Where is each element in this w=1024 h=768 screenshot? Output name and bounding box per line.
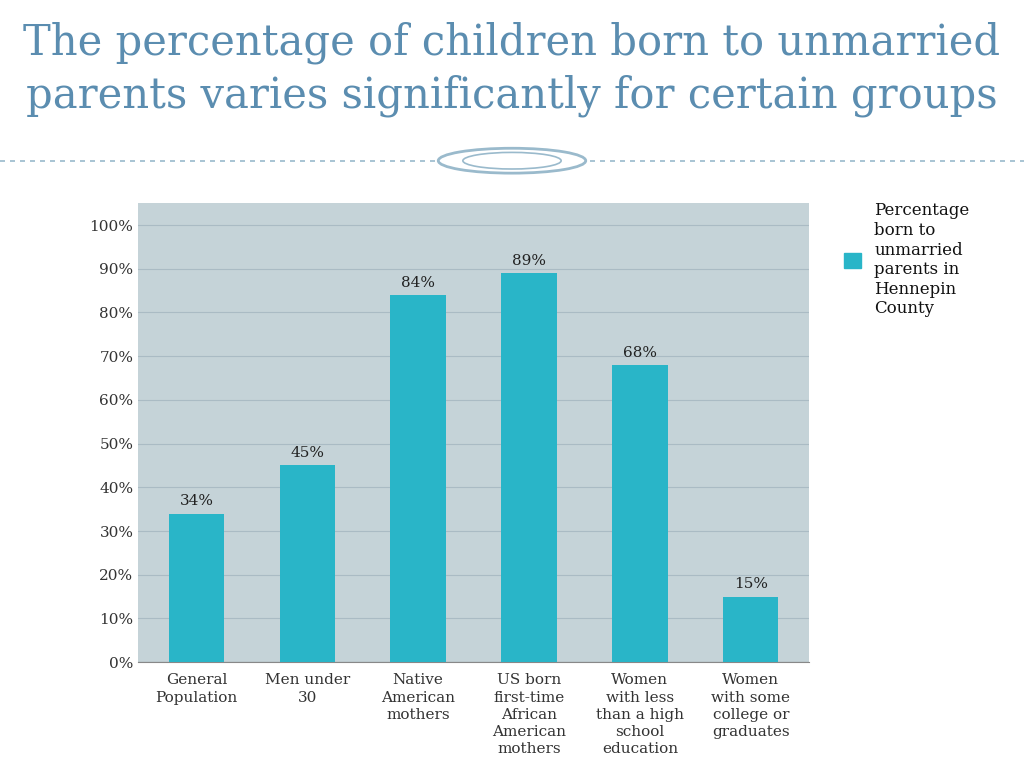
Circle shape (438, 148, 586, 173)
Bar (723, 597, 778, 662)
Bar (390, 295, 445, 662)
Text: 45%: 45% (291, 446, 325, 460)
Text: 84%: 84% (401, 276, 435, 290)
Bar (280, 465, 335, 662)
Text: 89%: 89% (512, 254, 546, 268)
Bar (169, 514, 224, 662)
Legend: Percentage
born to
unmarried
parents in
Hennepin
County: Percentage born to unmarried parents in … (844, 202, 970, 317)
Text: 15%: 15% (734, 578, 768, 591)
Text: The percentage of children born to unmarried
parents varies significantly for ce: The percentage of children born to unmar… (24, 22, 1000, 117)
Text: 68%: 68% (623, 346, 656, 359)
Circle shape (463, 152, 561, 169)
Bar (502, 273, 557, 662)
Bar (612, 365, 668, 662)
Text: iii: iii (18, 742, 33, 756)
Text: 34%: 34% (179, 495, 213, 508)
